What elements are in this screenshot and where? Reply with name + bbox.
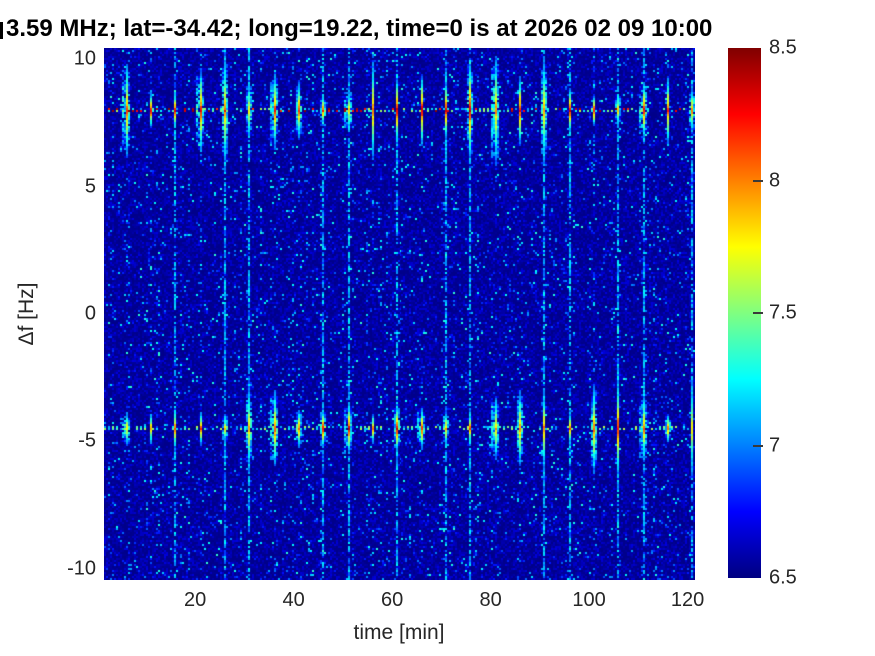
y-tick-label: -10 (67, 557, 96, 580)
colorbar-tick-label: 8.5 (769, 36, 797, 59)
colorbar-tick-mark (753, 312, 763, 314)
x-tick-label: 20 (183, 589, 207, 611)
x-tick-label: 100 (572, 589, 606, 611)
x-tick-label: 80 (479, 589, 502, 611)
colorbar-tick-mark (753, 179, 763, 182)
y-tick-label: 5 (84, 175, 96, 198)
x-tick-label: 40 (282, 589, 305, 611)
spectrogram-heatmap (104, 48, 695, 580)
colorbar-tick-mark (753, 444, 763, 447)
colorbar-tick-label: 8 (769, 169, 781, 191)
colorbar-tick-label: 7.5 (769, 301, 797, 324)
x-axis-label: time [min] (353, 621, 445, 644)
y-tick-label: -5 (78, 429, 96, 452)
colorbar-tick-label: 7 (769, 434, 781, 456)
colorbar-tick-label: 6.5 (769, 566, 797, 589)
x-tick-label: 120 (670, 589, 705, 611)
y-tick-label: 10 (73, 47, 96, 70)
x-tick-label: 60 (380, 589, 404, 611)
y-tick-label: 0 (84, 302, 96, 325)
plot-title: 3.59 MHz; lat=-34.42; long=19.22, time=0… (6, 15, 713, 42)
title-clipped-glyph-fragment (0, 22, 3, 39)
